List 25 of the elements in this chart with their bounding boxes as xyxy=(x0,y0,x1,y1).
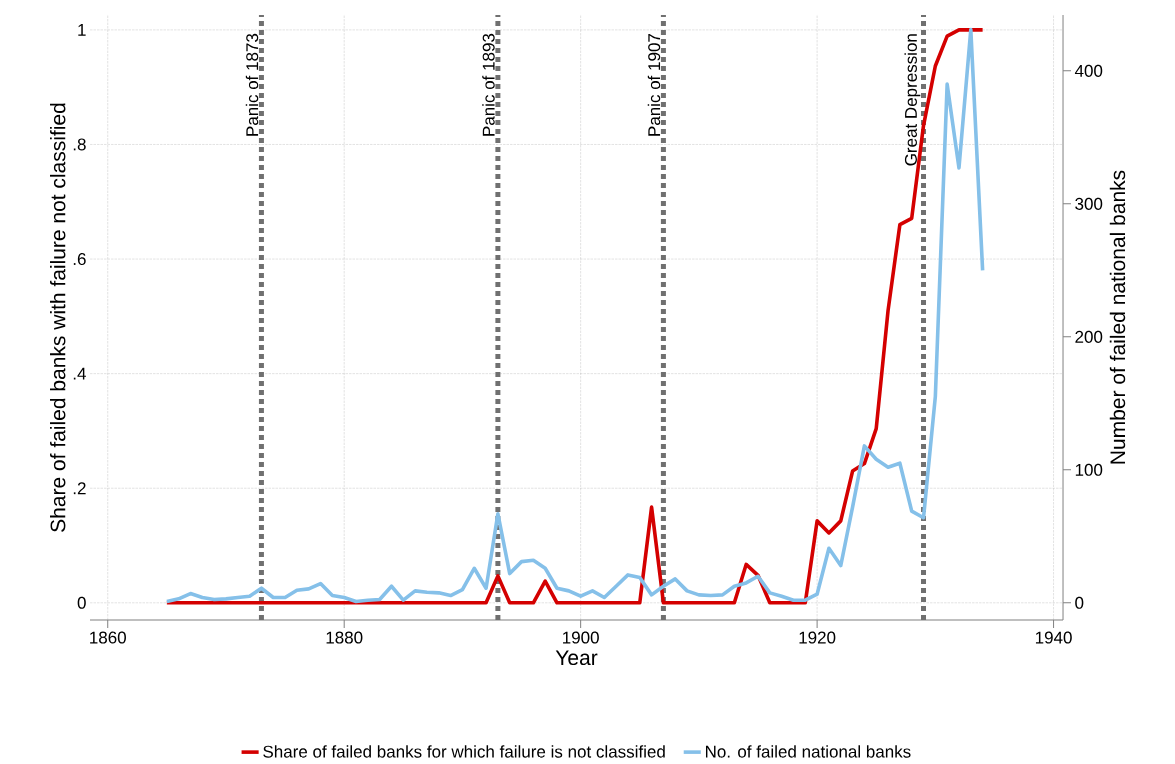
y-tick-label: 1 xyxy=(78,24,86,36)
y2-tick-label: 400 xyxy=(1074,64,1103,77)
y-tick-label: .2 xyxy=(73,482,86,495)
ref-line-label: Panic of 1907 xyxy=(647,33,661,136)
ref-line-label: Great Depression xyxy=(904,34,921,166)
ref-line-label: Panic of 1893 xyxy=(482,33,495,136)
y2-tick-label: 200 xyxy=(1075,330,1103,343)
y-tick-label: .6 xyxy=(73,253,86,266)
y2-tick-label: 100 xyxy=(1075,463,1103,476)
x-tick-label: 1940 xyxy=(1035,631,1072,644)
y-axis-title: Share of failed banks with failure not classified xyxy=(50,103,66,532)
y-tick-label: .4 xyxy=(73,367,86,380)
x-tick-label: 1900 xyxy=(563,631,599,644)
y2-tick-label: 0 xyxy=(1075,596,1084,609)
legend-label: No. of failed national banks xyxy=(705,745,911,758)
legend-label: Share of failed banks for which failure is not classified xyxy=(263,745,665,758)
x-tick-label: 1880 xyxy=(326,631,363,644)
y-tick-label: 0 xyxy=(77,596,86,609)
x-axis-title: Year xyxy=(555,650,598,666)
y2-axis-title: Number of failed national banks xyxy=(1109,170,1126,464)
x-tick-label: 1920 xyxy=(799,631,836,644)
y2-tick-label: 300 xyxy=(1075,197,1103,210)
x-tick-label: 1860 xyxy=(90,631,126,644)
ref-line-label: Panic of 1873 xyxy=(245,33,259,136)
y-tick-label: .8 xyxy=(73,138,86,151)
